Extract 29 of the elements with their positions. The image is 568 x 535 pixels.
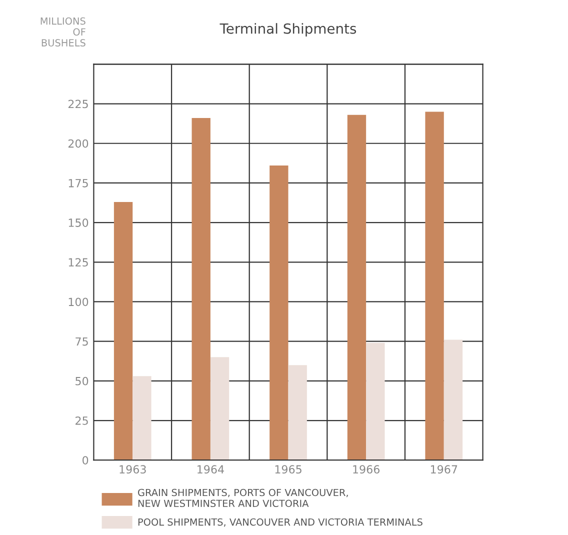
y-axis-title: MILLIONS OF BUSHELS (40, 17, 86, 46)
y-tick-label: 75 (76, 337, 88, 346)
bar (270, 166, 288, 460)
x-tick-label: 1967 (430, 465, 458, 474)
y-tick-label: 50 (76, 376, 88, 386)
bar (347, 114, 366, 460)
legend-label: POOL SHIPMENTS, VANCOUVER AND VICTORIA TERMINALS (138, 518, 422, 527)
bar (444, 340, 463, 460)
y-tick-label: 100 (68, 298, 88, 306)
bar (210, 357, 230, 460)
bar (366, 342, 385, 460)
y-tick-label: 200 (68, 139, 88, 148)
x-tick-label: 1963 (120, 465, 146, 474)
bar (132, 376, 152, 460)
y-tick-label: 0 (82, 456, 88, 464)
y-tick-label: 225 (68, 100, 88, 108)
bar (192, 118, 210, 460)
y-tick-label: 25 (76, 416, 88, 425)
bar (114, 202, 133, 460)
y-tick-label: 175 (68, 179, 88, 188)
chart-title: Terminal Shipments (220, 23, 356, 37)
x-tick-label: 1964 (198, 465, 224, 474)
x-tick-label: 1966 (353, 465, 380, 474)
bar (288, 365, 307, 460)
y-tick-label: 125 (68, 258, 88, 267)
bar (425, 112, 444, 460)
legend-label: GRAIN SHIPMENTS, PORTS OF VANCOUVER, NEW WESTMINSTER AND VICTORIA (138, 488, 348, 508)
y-tick-label: 150 (68, 218, 88, 227)
x-tick-label: 1965 (275, 465, 302, 474)
